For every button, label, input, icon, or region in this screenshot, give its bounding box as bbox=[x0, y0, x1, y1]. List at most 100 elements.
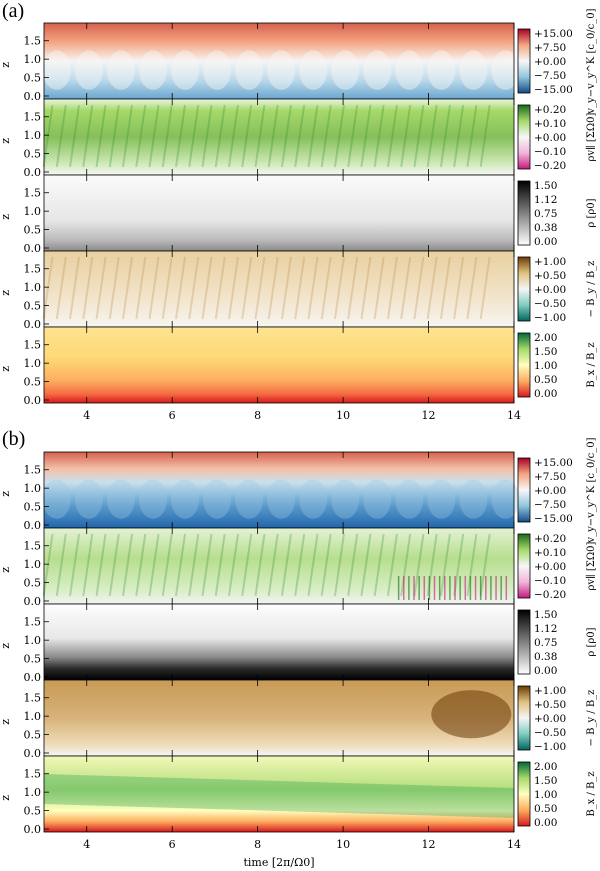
colorbar-tick-label: +1.00 bbox=[534, 256, 566, 268]
flux-streak bbox=[360, 533, 372, 597]
y-tick-label: 1.0 bbox=[24, 357, 42, 370]
flux-streak bbox=[122, 533, 134, 597]
colorbar-tick-label: 0.00 bbox=[534, 665, 557, 677]
flux-streak bbox=[254, 533, 266, 597]
y-axis-label: z bbox=[0, 214, 12, 220]
flux-streak bbox=[42, 533, 54, 597]
flux-streak bbox=[426, 256, 438, 320]
y-axis-label: z bbox=[0, 290, 12, 296]
flux-streak bbox=[108, 256, 120, 320]
flux-streak bbox=[188, 533, 200, 597]
colorbar-tick-label: −0.10 bbox=[534, 575, 566, 587]
flux-streak bbox=[201, 256, 213, 320]
colorbar-tick-label: 0.75 bbox=[534, 208, 557, 220]
flux-streak bbox=[439, 104, 451, 168]
y-tick-label: 0.5 bbox=[24, 148, 42, 161]
panel-frame bbox=[43, 755, 515, 833]
flux-streak bbox=[267, 104, 279, 168]
heatmap-b-density bbox=[44, 604, 514, 680]
flux-streak bbox=[347, 104, 359, 168]
flux-streak bbox=[135, 256, 147, 320]
flux-streak bbox=[320, 104, 332, 168]
flux-streak bbox=[69, 256, 81, 320]
y-tick-label: 0.0 bbox=[24, 595, 42, 608]
flux-streak bbox=[227, 533, 239, 597]
colorbar bbox=[517, 28, 531, 94]
colorbar-tick-label: −0.20 bbox=[534, 160, 566, 172]
flux-streak bbox=[413, 256, 425, 320]
y-axis-label: z bbox=[0, 62, 12, 68]
flux-streak bbox=[42, 104, 54, 168]
group-label-b: (b) bbox=[2, 428, 26, 450]
flux-streak bbox=[386, 104, 398, 168]
flux-streak bbox=[227, 104, 239, 168]
y-tick-label: 0.0 bbox=[24, 318, 42, 331]
velocity-oscillation bbox=[491, 50, 520, 90]
y-tick-label: 0.0 bbox=[24, 671, 42, 684]
velocity-oscillation bbox=[74, 50, 103, 90]
y-axis-label: z bbox=[0, 795, 12, 801]
colorbar-tick-label: −7.50 bbox=[534, 499, 566, 511]
flux-streak bbox=[188, 256, 200, 320]
colorbar-tick-label: +0.10 bbox=[534, 547, 566, 559]
y-tick-label: 0.5 bbox=[24, 72, 42, 85]
y-tick-label: 0.5 bbox=[24, 501, 42, 514]
colorbar-label: v_y−v_y^K [c_0/c_0] bbox=[586, 8, 597, 114]
flux-streak bbox=[333, 256, 345, 320]
heatmap-a-density bbox=[44, 175, 514, 251]
flux-streak bbox=[175, 256, 186, 320]
colorbar-tick-label: 0.50 bbox=[534, 803, 557, 815]
y-tick-label: 0.5 bbox=[24, 729, 42, 742]
y-tick-label: 1.5 bbox=[24, 768, 42, 781]
green-band bbox=[44, 774, 514, 818]
flux-streak bbox=[55, 533, 67, 597]
colorbar-label: ρv∥ [ΣΩ0] bbox=[585, 112, 597, 161]
velocity-oscillation bbox=[331, 50, 360, 90]
y-tick-label: 1.5 bbox=[24, 263, 42, 276]
colorbar-tick-label: +7.50 bbox=[534, 471, 566, 483]
flux-streak bbox=[188, 104, 200, 168]
heatmap-a-minus-By-over-Bz bbox=[44, 251, 514, 327]
flux-streak bbox=[413, 104, 425, 168]
colorbar-tick-label: +0.00 bbox=[534, 561, 566, 573]
colorbar bbox=[517, 256, 531, 322]
y-tick-label: 1.5 bbox=[24, 540, 42, 553]
flux-streak bbox=[453, 104, 465, 168]
colorbar-label: ρ [ρ0] bbox=[586, 198, 597, 227]
y-tick-label: 0.0 bbox=[24, 519, 42, 532]
flux-streak bbox=[347, 533, 359, 597]
y-tick-label: 0.0 bbox=[24, 166, 42, 179]
colorbar-tick-label: +15.00 bbox=[534, 28, 573, 40]
colorbar-tick-label: −0.10 bbox=[534, 146, 566, 158]
y-tick-label: 0.5 bbox=[24, 805, 42, 818]
x-tick-label: 4 bbox=[83, 838, 90, 851]
flux-streak bbox=[426, 104, 438, 168]
y-tick-label: 0.0 bbox=[24, 394, 42, 407]
colorbar-tick-label: −0.20 bbox=[534, 589, 566, 601]
y-tick-label: 1.0 bbox=[24, 205, 42, 218]
x-tick-label: 14 bbox=[507, 409, 521, 422]
flux-streak bbox=[373, 104, 385, 168]
velocity-oscillation bbox=[363, 479, 392, 519]
colorbar bbox=[517, 761, 531, 827]
flux-streak bbox=[69, 533, 81, 597]
flux-streak bbox=[466, 533, 478, 597]
x-tick-label: 8 bbox=[254, 409, 261, 422]
y-axis-label: z bbox=[0, 491, 12, 497]
x-tick-label: 12 bbox=[422, 838, 436, 851]
y-tick-label: 1.0 bbox=[24, 129, 42, 142]
flux-streak bbox=[307, 104, 319, 168]
flux-streak bbox=[386, 533, 398, 597]
flux-streak bbox=[82, 256, 94, 320]
y-tick-label: 0.0 bbox=[24, 823, 42, 836]
flux-streak bbox=[214, 256, 226, 320]
x-tick-label: 6 bbox=[169, 409, 176, 422]
x-tick-label: 4 bbox=[83, 409, 90, 422]
flux-streak bbox=[148, 256, 160, 320]
flux-streak bbox=[161, 256, 173, 320]
flux-streak bbox=[175, 104, 186, 168]
velocity-oscillation bbox=[427, 50, 456, 90]
flux-streak bbox=[148, 104, 160, 168]
heatmap-b-rho-v-parallel bbox=[44, 528, 514, 604]
colorbar-label: B_x / B_z bbox=[586, 342, 597, 387]
